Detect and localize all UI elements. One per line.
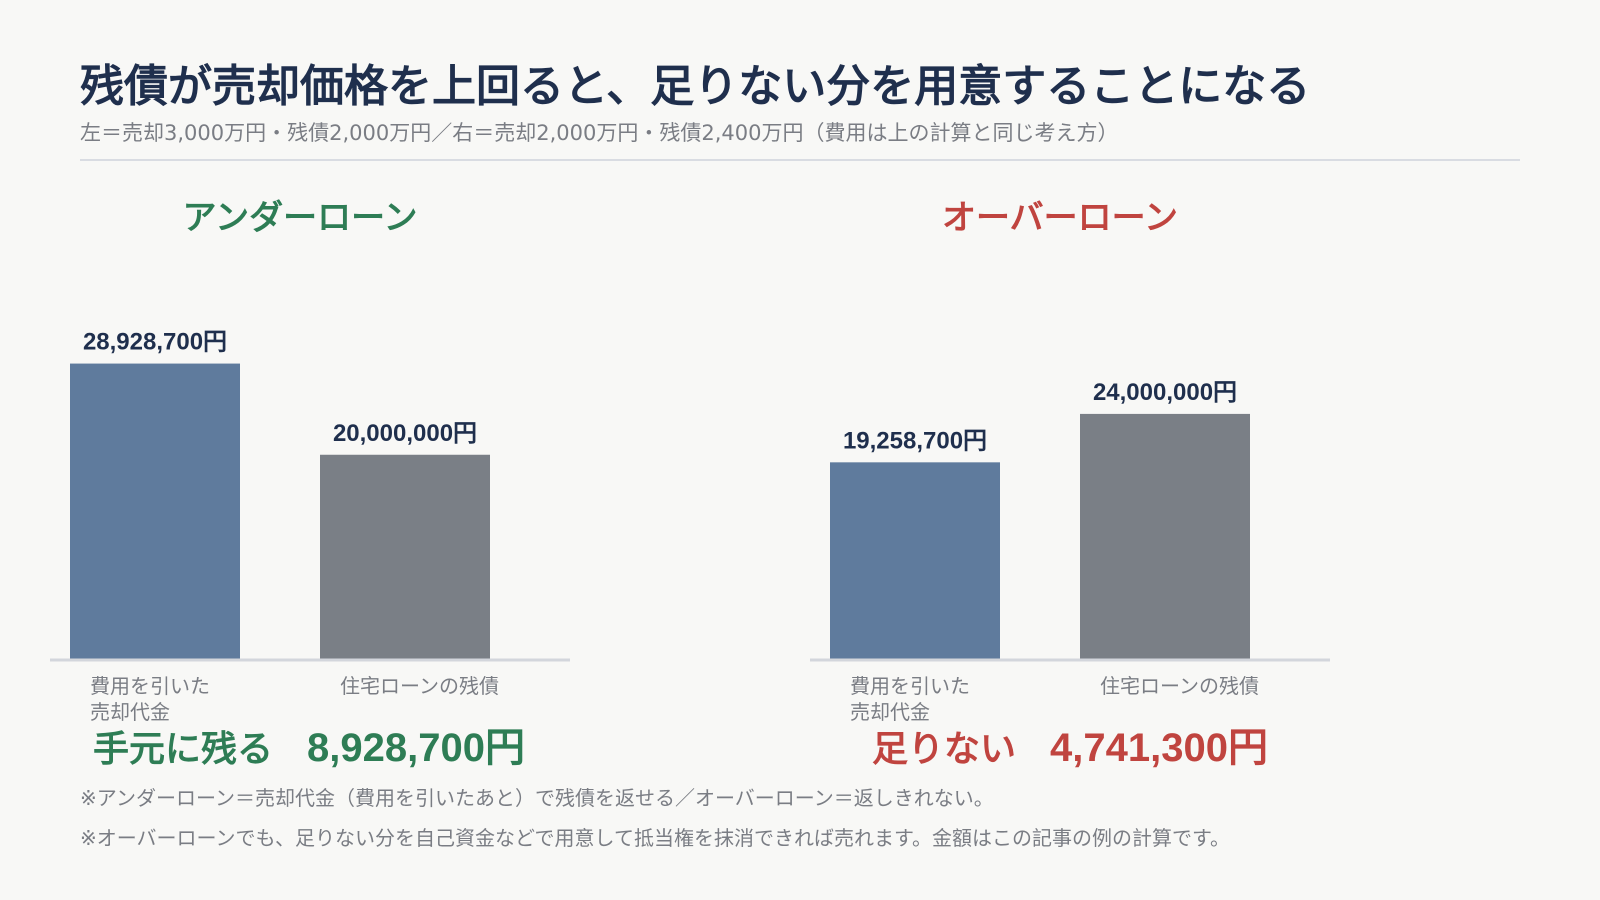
over-loan-bar-value-1: 19,258,700円 bbox=[843, 427, 987, 454]
under-loan-category-label-1-line-2: 売却代金 bbox=[90, 700, 170, 724]
title-divider bbox=[80, 159, 1520, 161]
footnote-1: ※アンダーローン＝売却代金（費用を引いたあと）で残債を返せる／オーバーローン＝返… bbox=[80, 786, 994, 810]
over-loan-category-label-1-line-1: 費用を引いた bbox=[850, 674, 970, 698]
under-loan-bar-1 bbox=[70, 363, 240, 659]
under-loan-category-label-2-line-1: 住宅ローンの残債 bbox=[340, 674, 499, 698]
page-subtitle: 左＝売却3,000万円・残債2,000万円／右＝売却2,000万円・残債2,40… bbox=[80, 121, 1119, 145]
over-loan-category-label-2-line-1: 住宅ローンの残債 bbox=[1100, 674, 1259, 698]
under-loan-bar-value-1: 28,928,700円 bbox=[83, 329, 227, 356]
over-loan-bar-2 bbox=[1080, 413, 1250, 659]
under-loan-bar-value-2: 20,000,000円 bbox=[333, 420, 477, 447]
over-loan-result-amount: 4,741,300円 bbox=[1050, 726, 1268, 770]
over-loan-bar-value-2: 24,000,000円 bbox=[1093, 379, 1237, 406]
page-title: 残債が売却価格を上回ると、足りない分を用意することになる bbox=[80, 61, 1311, 112]
under-loan-result-amount: 8,928,700円 bbox=[307, 726, 525, 770]
under-loan-result-label: 手元に残る bbox=[93, 729, 274, 770]
over-loan-result-label: 足りない bbox=[872, 729, 1017, 770]
over-loan-category-label-1-line-2: 売却代金 bbox=[850, 700, 930, 724]
under-loan-category-label-1-line-1: 費用を引いた bbox=[90, 674, 210, 698]
over-loan-chart-title: オーバーローン bbox=[942, 198, 1178, 238]
under-loan-chart-title: アンダーローン bbox=[182, 198, 418, 238]
over-loan-bar-1 bbox=[830, 462, 1000, 659]
footnote-2: ※オーバーローンでも、足りない分を自己資金などで用意して抵当権を抹消できれば売れ… bbox=[80, 826, 1230, 850]
under-loan-result: 手元に残る 8,928,700円 bbox=[93, 715, 525, 773]
over-loan-result: 足りない 4,741,300円 bbox=[872, 715, 1268, 773]
under-loan-bar-2 bbox=[320, 454, 490, 659]
